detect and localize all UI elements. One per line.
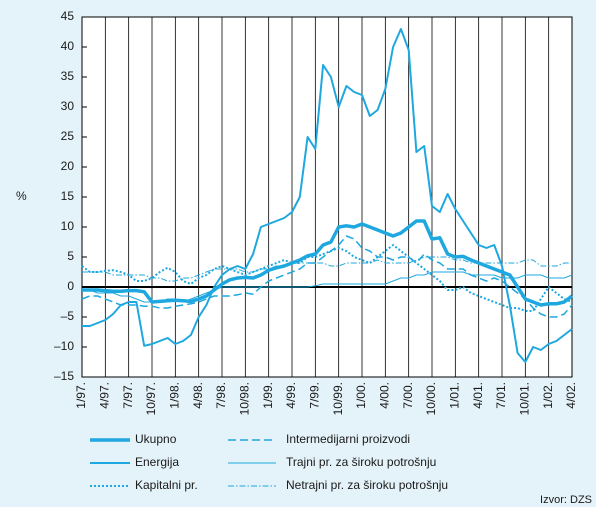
x-tick-label: 7/01. bbox=[494, 382, 508, 409]
x-tick-label: 7/00. bbox=[401, 382, 415, 409]
x-tick-label: 1/01. bbox=[448, 382, 462, 409]
legend-label: Kapitalni pr. bbox=[135, 478, 198, 492]
y-axis-label: % bbox=[16, 189, 27, 203]
series-line bbox=[81, 235, 573, 318]
x-tick-label: 1/99. bbox=[261, 382, 275, 409]
x-tick-label: 4/02. bbox=[564, 382, 578, 409]
x-tick-label: 4/00. bbox=[378, 382, 392, 409]
x-tick-label: 1/97. bbox=[74, 382, 88, 409]
y-tick-label: 0 bbox=[67, 279, 74, 293]
x-tick-label: 1/02. bbox=[541, 382, 555, 409]
y-tick-label: –15 bbox=[54, 369, 74, 383]
plot-area bbox=[82, 17, 572, 377]
y-tick-label: 35 bbox=[61, 69, 75, 83]
x-tick-label: 1/98. bbox=[168, 382, 182, 409]
x-tick-label: 10/01. bbox=[518, 382, 532, 415]
y-tick-label: 10 bbox=[61, 219, 75, 233]
source: Izvor: DZS bbox=[540, 494, 592, 506]
series-line bbox=[81, 244, 573, 312]
y-tick-label: 15 bbox=[61, 189, 75, 203]
legend-label: Intermedijarni proizvodi bbox=[286, 432, 410, 446]
x-tick-label: 10/99. bbox=[331, 382, 345, 415]
legend-label: Energija bbox=[135, 455, 179, 469]
y-tick-label: 5 bbox=[67, 249, 74, 263]
series-line bbox=[82, 271, 573, 303]
y-tick-label: –5 bbox=[61, 309, 75, 323]
series-line bbox=[82, 219, 574, 307]
x-tick-label: 4/97. bbox=[98, 382, 112, 409]
legend-label: Netrajni pr. za široku potrošnju bbox=[286, 478, 448, 492]
x-tick-label: 4/98. bbox=[191, 382, 205, 409]
legend-label: Ukupno bbox=[135, 432, 177, 446]
plot-frame bbox=[81, 16, 573, 378]
y-tick-label: 25 bbox=[61, 129, 75, 143]
series-line bbox=[82, 256, 572, 282]
x-tick-label: 1/00. bbox=[354, 382, 368, 409]
y-tick-label: 20 bbox=[61, 159, 75, 173]
y-tick-label: –10 bbox=[54, 339, 74, 353]
y-tick-label: 45 bbox=[61, 9, 75, 23]
x-tick-label: 10/98. bbox=[238, 382, 252, 415]
x-tick-label: 10/97. bbox=[144, 382, 158, 415]
x-tick-label: 7/97. bbox=[121, 382, 135, 409]
x-tick-label: 4/01. bbox=[471, 382, 485, 409]
y-tick-label: 30 bbox=[61, 99, 75, 113]
x-tick-label: 7/98. bbox=[214, 382, 228, 409]
y-tick-label: 40 bbox=[61, 39, 75, 53]
legend-label: Trajni pr. za široku potrošnju bbox=[286, 455, 436, 469]
x-tick-label: 4/99. bbox=[284, 382, 298, 409]
x-tick-label: 7/99. bbox=[308, 382, 322, 409]
x-tick-label: 10/00. bbox=[424, 382, 438, 415]
series-line bbox=[82, 28, 573, 363]
